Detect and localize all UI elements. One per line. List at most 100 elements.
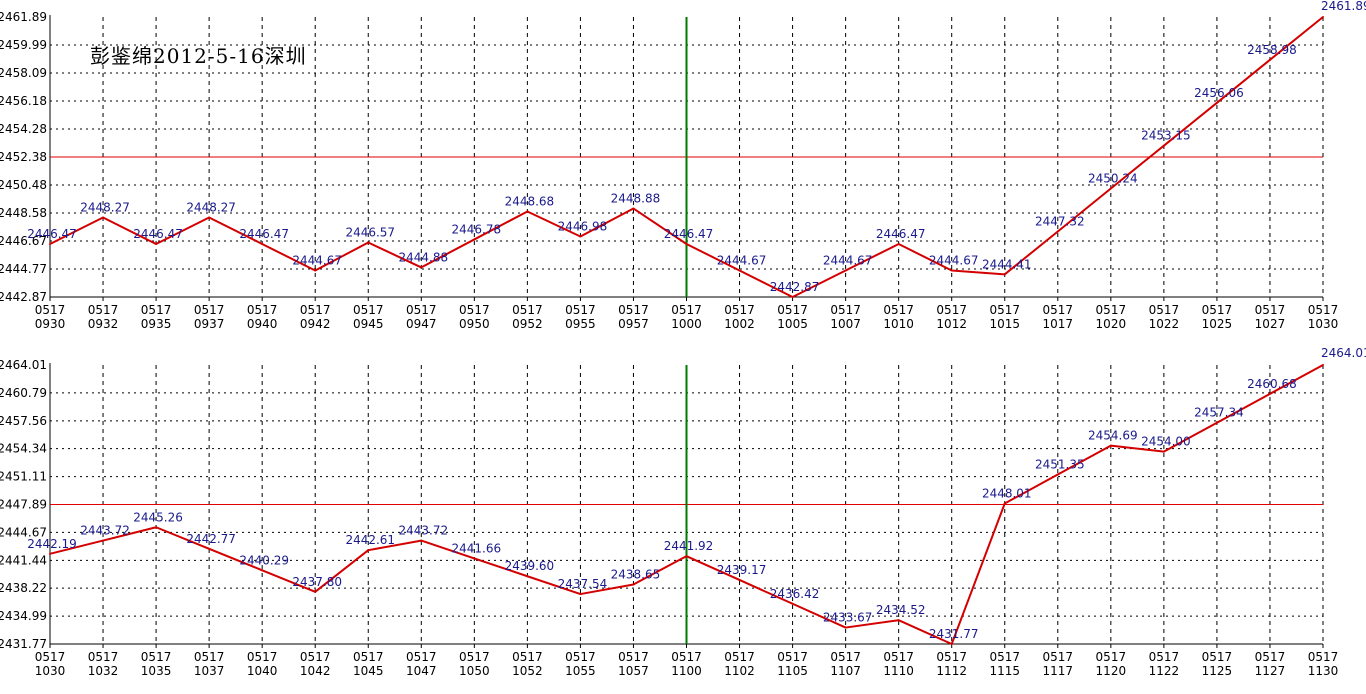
series-segment <box>1215 392 1271 424</box>
x-tick-label: 1127 <box>1255 664 1286 678</box>
x-tick-prefix: 0517 <box>247 650 278 664</box>
x-tick-prefix: 0517 <box>830 303 861 317</box>
series-segment <box>420 238 476 269</box>
data-label: 2446.47 <box>27 227 77 241</box>
data-label: 2453.15 <box>1141 129 1191 143</box>
x-tick-label: 1057 <box>618 664 649 678</box>
x-tick-prefix: 0517 <box>300 303 331 317</box>
series-segment <box>155 526 211 550</box>
x-tick-label: 1032 <box>88 664 119 678</box>
series-segment <box>1109 144 1165 190</box>
x-tick-label: 1107 <box>830 664 861 678</box>
series-segment <box>526 210 582 238</box>
x-tick-label: 0942 <box>300 317 331 331</box>
x-tick-label: 0950 <box>459 317 490 331</box>
x-tick-prefix: 0517 <box>1308 650 1339 664</box>
x-tick-label: 1047 <box>406 664 437 678</box>
series-segment <box>261 243 317 272</box>
x-tick-label: 0945 <box>353 317 384 331</box>
x-tick-label: 1000 <box>671 317 702 331</box>
data-label: 2454.00 <box>1141 435 1191 449</box>
data-label: 2442.77 <box>186 532 236 546</box>
x-tick-label: 1125 <box>1202 664 1233 678</box>
x-tick-label: 1037 <box>194 664 225 678</box>
x-tick-label: 0952 <box>512 317 543 331</box>
x-tick-prefix: 0517 <box>459 650 490 664</box>
data-label: 2431.77 <box>929 627 979 641</box>
data-label: 2448.01 <box>982 486 1032 500</box>
x-tick-prefix: 0517 <box>936 303 967 317</box>
x-tick-prefix: 0517 <box>141 650 172 664</box>
chart-panel-2: 2464.01 2460.79 2457.56 2454.34 2451.11 2447.… <box>0 346 1366 678</box>
data-label: 2441.92 <box>664 539 714 553</box>
y-tick-label: 2456.18 <box>0 94 47 108</box>
chart-title: 彭鉴绵2012-5-16深圳 <box>90 44 307 68</box>
series-segment <box>738 269 794 298</box>
series-segment <box>685 555 741 581</box>
series-segment <box>208 216 264 246</box>
series-segment <box>1109 444 1165 453</box>
x-tick-prefix: 0517 <box>883 303 914 317</box>
data-label: 2443.72 <box>398 524 448 538</box>
x-tick-prefix: 0517 <box>724 650 755 664</box>
data-label: 2456.06 <box>1194 86 1244 100</box>
series-segment <box>102 216 158 246</box>
data-label: 2437.80 <box>292 575 342 589</box>
series-segment <box>579 207 635 238</box>
data-label: 2450.24 <box>1088 172 1138 186</box>
series-segment <box>314 241 370 272</box>
x-tick-prefix: 0517 <box>194 303 225 317</box>
series-segment <box>738 578 794 605</box>
data-label: 2434.52 <box>876 603 926 617</box>
data-label: 2441.66 <box>452 541 502 555</box>
series-segment <box>314 549 370 593</box>
y-tick-label: 2464.01 <box>0 358 47 372</box>
series-segment <box>844 243 900 272</box>
x-tick-label: 1035 <box>141 664 172 678</box>
x-tick-label: 1015 <box>989 317 1020 331</box>
x-tick-prefix: 0517 <box>1043 650 1074 664</box>
x-tick-prefix: 0517 <box>777 650 808 664</box>
series-segment <box>473 210 529 241</box>
x-tick-prefix: 0517 <box>88 650 119 664</box>
x-tick-label: 0940 <box>247 317 278 331</box>
data-label: 2444.67 <box>292 254 342 268</box>
series-segment <box>632 207 688 246</box>
y-tick-label: 2448.58 <box>0 206 47 220</box>
x-tick-label: 1112 <box>936 664 967 678</box>
series-segment <box>526 575 582 596</box>
x-tick-label: 1130 <box>1308 664 1339 678</box>
x-tick-label: 1050 <box>459 664 490 678</box>
x-tick-label: 1117 <box>1043 664 1074 678</box>
data-label: 2464.01 <box>1321 346 1366 360</box>
x-tick-prefix: 0517 <box>671 650 702 664</box>
x-tick-prefix: 0517 <box>1255 650 1286 664</box>
series-segment <box>102 526 158 542</box>
series-segment <box>1215 58 1271 104</box>
series-segment <box>261 569 317 593</box>
x-tick-label: 1055 <box>565 664 596 678</box>
data-label: 2444.67 <box>823 254 873 268</box>
x-tick-label: 1030 <box>1308 317 1339 331</box>
data-label: 2446.47 <box>876 227 926 241</box>
series-segment <box>155 216 211 246</box>
x-tick-label: 1012 <box>936 317 967 331</box>
x-tick-prefix: 0517 <box>35 303 66 317</box>
data-label: 2444.67 <box>929 254 979 268</box>
data-label: 2444.41 <box>982 257 1032 271</box>
x-tick-prefix: 0517 <box>406 650 437 664</box>
x-tick-prefix: 0517 <box>247 303 278 317</box>
data-label: 2446.98 <box>558 219 608 233</box>
data-label: 2451.35 <box>1035 458 1085 472</box>
series-segment <box>1003 473 1059 505</box>
y-tick-label: 2431.77 <box>0 637 47 651</box>
data-label: 2439.17 <box>717 563 767 577</box>
x-tick-prefix: 0517 <box>618 650 649 664</box>
data-label: 2461.89 <box>1321 0 1366 13</box>
data-label: 2440.29 <box>239 553 289 567</box>
x-tick-label: 1100 <box>671 664 702 678</box>
series-segment <box>1268 364 1324 395</box>
series-segment <box>579 583 635 596</box>
data-label: 2454.69 <box>1088 429 1138 443</box>
x-tick-prefix: 0517 <box>353 650 384 664</box>
